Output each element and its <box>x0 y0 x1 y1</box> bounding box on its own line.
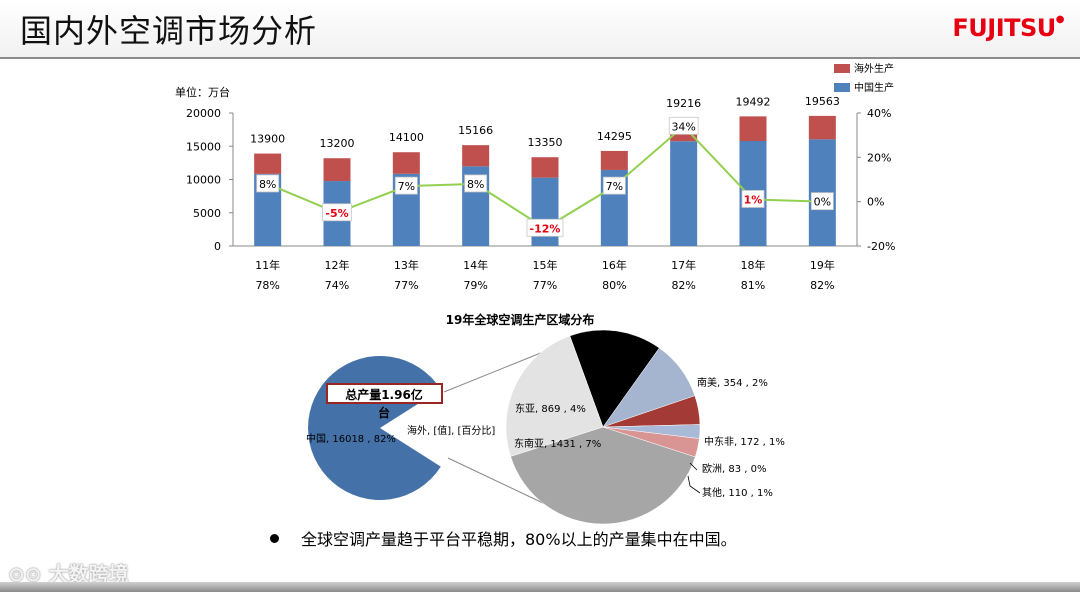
x-tick-label-2: 13年 <box>394 258 419 272</box>
breakdown-slice-东南亚 <box>510 426 696 525</box>
legend-label: 海外生产 <box>854 62 894 75</box>
x-tick-label-3: 14年 <box>463 258 488 272</box>
y2-tick-label: -20% <box>867 240 895 253</box>
x-tick-label-7: 18年 <box>741 258 766 272</box>
total-label-4: 13350 <box>528 136 563 149</box>
growth-label-5: 7% <box>606 180 623 193</box>
y-tick-label: 15000 <box>186 140 221 153</box>
bar-china-6 <box>670 141 698 246</box>
legend-swatch <box>834 64 850 73</box>
page-title: 国内外空调市场分析 <box>20 12 318 50</box>
growth-label-4: -12% <box>530 222 561 235</box>
y-tick-label: 20000 <box>186 107 221 120</box>
y2-tick-label: 40% <box>867 107 891 120</box>
china-share-label-1: 74% <box>325 279 349 292</box>
china-share-label-0: 78% <box>255 279 279 292</box>
growth-label-box-2 <box>394 176 418 195</box>
pie-label-china: 中国, 16018 , 82% <box>306 432 396 445</box>
connector-bottom <box>447 457 546 505</box>
y-tick-label: 0 <box>214 240 221 253</box>
total-label-8: 19563 <box>805 95 840 108</box>
total-label-6: 19216 <box>666 97 701 110</box>
legend-label: 中国生产 <box>854 81 894 94</box>
growth-label-box-1 <box>322 203 352 222</box>
growth-label-box-3 <box>464 174 488 193</box>
leader-other <box>687 475 701 494</box>
bar-overseas-1 <box>323 158 351 182</box>
total-production-box <box>326 383 443 404</box>
unit-label: 单位：万台 <box>175 85 230 99</box>
growth-label-3: 8% <box>467 178 484 191</box>
total-label-2: 14100 <box>389 131 424 144</box>
breakdown-label-南美: 南美, 354 , 2% <box>697 376 768 389</box>
pie-title: 19年全球空调生产区域分布 <box>446 312 595 327</box>
breakdown-slice-东亚 <box>505 335 604 457</box>
x-tick-label-1: 12年 <box>325 258 350 272</box>
breakdown-label-东亚: 东亚, 869 , 4% <box>515 402 586 415</box>
growth-label-box-7 <box>741 190 765 208</box>
total-label-3: 15166 <box>458 124 493 137</box>
footer-bar <box>0 582 1080 592</box>
leader-europe <box>689 462 698 471</box>
breakdown-label-欧洲: 欧洲, 83 , 0% <box>702 463 766 475</box>
growth-label-7: 1% <box>744 193 763 206</box>
china-share-label-2: 77% <box>394 279 418 292</box>
growth-label-box-5 <box>602 176 626 195</box>
china-share-label-7: 81% <box>741 279 765 292</box>
china-share-label-5: 80% <box>602 279 626 292</box>
breakdown-label-东南亚: 东南亚, 1431 , 7% <box>514 437 601 450</box>
total-label-0: 13900 <box>250 133 285 146</box>
total-production-line2: 台 <box>378 405 390 420</box>
growth-label-2: 7% <box>398 180 415 193</box>
slide-header: 国内外空调市场分析 FUJITSU● <box>0 0 1080 59</box>
bar-overseas-5 <box>600 150 628 170</box>
x-tick-label-0: 11年 <box>255 258 280 272</box>
summary-text: 全球空调产量趋于平台平稳期，80%以上的产量集中在中国。 <box>301 530 737 549</box>
growth-label-box-0 <box>256 174 280 193</box>
growth-label-0: 8% <box>259 178 276 191</box>
china-share-label-6: 82% <box>671 279 695 292</box>
charts-canvas: 单位：万台 0 5000 10000 15000 20000 -20% 0% 20% 40% 海外生… <box>175 62 895 525</box>
growth-label-box-6 <box>668 116 699 135</box>
growth-label-8: 0% <box>814 196 831 209</box>
china-share-label-4: 77% <box>533 279 557 292</box>
bar-overseas-0 <box>254 153 282 174</box>
china-share-label-8: 82% <box>810 279 834 292</box>
bullet-dot-icon <box>270 534 279 543</box>
growth-label-box-4 <box>526 218 564 237</box>
growth-label-1: -5% <box>325 207 348 220</box>
x-tick-label-4: 15年 <box>533 258 558 272</box>
connector-top <box>443 349 549 393</box>
bar-overseas-7 <box>739 116 767 142</box>
breakdown-slice-日本 <box>569 329 660 428</box>
bar-overseas-4 <box>531 157 559 178</box>
pie-label-overseas: 海外, [值], [百分比] <box>407 424 495 437</box>
total-production-line1: 总产量1.96亿 <box>345 387 423 402</box>
breakdown-label-中东非: 中东非, 172 , 1% <box>704 435 785 448</box>
y2-tick-label: 20% <box>867 151 891 164</box>
bar-overseas-3 <box>462 145 490 167</box>
summary-bullet: 全球空调产量趋于平台平稳期，80%以上的产量集中在中国。 <box>270 526 737 550</box>
growth-label-box-8 <box>810 192 834 211</box>
bar-overseas-2 <box>392 152 420 174</box>
y-tick-label: 10000 <box>186 174 221 187</box>
x-tick-label-8: 19年 <box>810 258 835 272</box>
total-label-1: 13200 <box>320 137 355 150</box>
growth-label-6: 34% <box>671 120 695 133</box>
bar-overseas-8 <box>808 115 836 140</box>
x-tick-label-5: 16年 <box>602 258 627 272</box>
legend-swatch <box>834 83 850 92</box>
y-tick-label: 5000 <box>193 207 221 220</box>
total-label-7: 19492 <box>736 95 771 108</box>
breakdown-label-其他: 其他, 110 , 1% <box>702 486 773 499</box>
y2-tick-label: 0% <box>867 196 884 209</box>
x-tick-label-6: 17年 <box>671 258 696 272</box>
fujitsu-logo: FUJITSU● <box>952 14 1064 42</box>
total-label-5: 14295 <box>597 130 632 143</box>
china-share-label-3: 79% <box>463 279 487 292</box>
